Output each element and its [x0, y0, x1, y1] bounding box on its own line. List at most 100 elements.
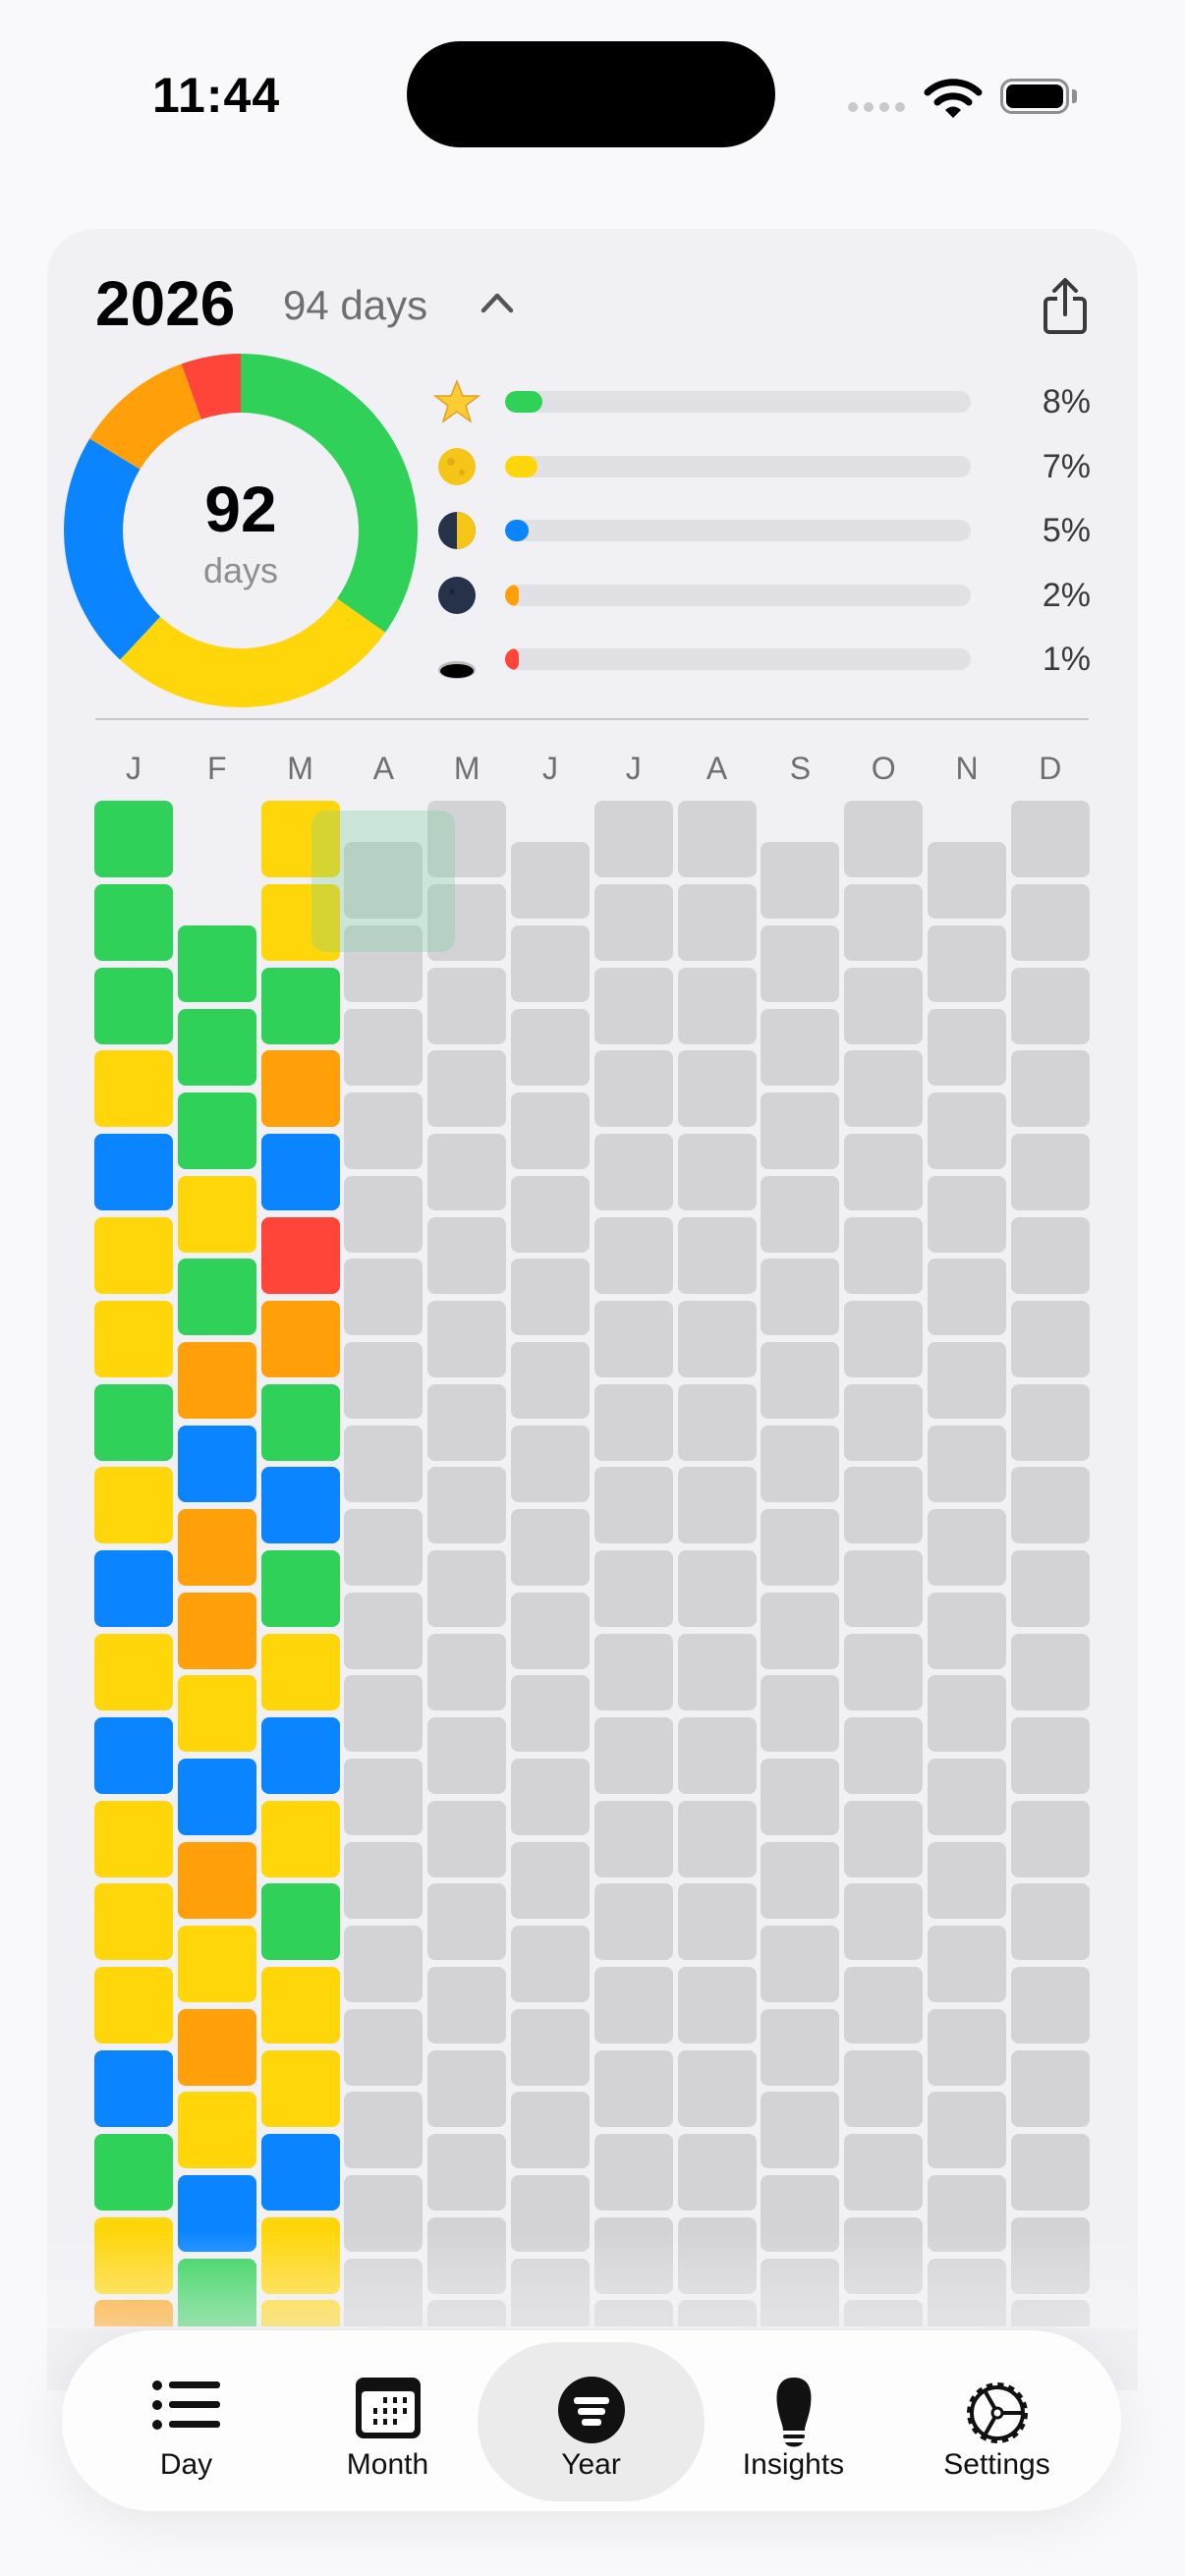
day-cell[interactable] [344, 1426, 423, 1502]
day-cell[interactable] [761, 1092, 840, 1169]
day-cell[interactable] [593, 967, 673, 1044]
day-cell[interactable] [844, 1634, 924, 1710]
day-cell[interactable] [928, 925, 1006, 1003]
day-cell[interactable] [344, 2092, 423, 2169]
day-cell[interactable] [677, 1883, 757, 1961]
day-cell[interactable] [844, 1550, 924, 1628]
day-cell[interactable] [94, 1217, 173, 1294]
day-cell[interactable] [260, 801, 340, 877]
day-cell[interactable] [844, 1883, 924, 1961]
day-cell[interactable] [1010, 2133, 1090, 2211]
day-cell[interactable] [677, 2133, 757, 2211]
day-cell[interactable] [344, 1092, 423, 1169]
day-cell[interactable] [344, 1675, 423, 1753]
day-cell[interactable] [94, 2050, 173, 2127]
day-cell[interactable] [260, 1300, 340, 1377]
day-cell[interactable] [511, 1592, 590, 1669]
day-cell[interactable] [761, 1342, 840, 1420]
day-cell[interactable] [177, 925, 256, 1003]
day-cell[interactable] [928, 842, 1006, 920]
tab-year[interactable]: Year [478, 2342, 705, 2501]
day-cell[interactable] [593, 1967, 673, 2044]
day-cell[interactable] [593, 1800, 673, 1877]
day-cell[interactable] [260, 1716, 340, 1794]
day-cell[interactable] [593, 2133, 673, 2211]
day-cell[interactable] [928, 2008, 1006, 2086]
tab-settings[interactable]: Settings [883, 2342, 1110, 2501]
day-cell[interactable] [177, 1092, 256, 1169]
day-cell[interactable] [177, 1592, 256, 1669]
day-cell[interactable] [677, 1716, 757, 1794]
day-cell[interactable] [427, 1300, 507, 1377]
day-cell[interactable] [260, 967, 340, 1044]
day-cell[interactable] [593, 1383, 673, 1461]
tab-day[interactable]: Day [73, 2342, 300, 2501]
day-cell[interactable] [928, 1508, 1006, 1586]
day-cell[interactable] [344, 1925, 423, 2002]
day-cell[interactable] [844, 1134, 924, 1211]
day-cell[interactable] [677, 967, 757, 1044]
day-cell[interactable] [427, 883, 507, 961]
day-cell[interactable] [593, 1300, 673, 1377]
day-cell[interactable] [177, 1259, 256, 1336]
day-cell[interactable] [511, 2092, 590, 2169]
day-cell[interactable] [1010, 1217, 1090, 1294]
day-cell[interactable] [928, 1759, 1006, 1836]
day-cell[interactable] [1010, 1467, 1090, 1544]
day-cell[interactable] [593, 1467, 673, 1544]
day-cell[interactable] [427, 1383, 507, 1461]
day-cell[interactable] [94, 1550, 173, 1628]
day-cell[interactable] [511, 1092, 590, 1169]
day-cell[interactable] [1010, 1967, 1090, 2044]
day-cell[interactable] [260, 2050, 340, 2127]
day-cell[interactable] [844, 1217, 924, 1294]
day-cell[interactable] [761, 2092, 840, 2169]
day-cell[interactable] [177, 1508, 256, 1586]
day-cell[interactable] [177, 1759, 256, 1836]
tab-month[interactable]: Month [274, 2342, 501, 2501]
day-cell[interactable] [844, 1467, 924, 1544]
day-cell[interactable] [427, 2133, 507, 2211]
day-cell[interactable] [511, 1759, 590, 1836]
day-cell[interactable] [761, 842, 840, 920]
day-cell[interactable] [260, 2133, 340, 2211]
day-cell[interactable] [928, 1342, 1006, 1420]
day-cell[interactable] [177, 1925, 256, 2002]
day-cell[interactable] [593, 1217, 673, 1294]
day-cell[interactable] [94, 883, 173, 961]
day-cell[interactable] [844, 1300, 924, 1377]
day-cell[interactable] [260, 1634, 340, 1710]
day-cell[interactable] [427, 1050, 507, 1128]
day-cell[interactable] [593, 1716, 673, 1794]
day-cell[interactable] [427, 1467, 507, 1544]
day-cell[interactable] [511, 2008, 590, 2086]
day-cell[interactable] [677, 883, 757, 961]
day-cell[interactable] [844, 2050, 924, 2127]
day-cell[interactable] [177, 1675, 256, 1753]
day-cell[interactable] [260, 1050, 340, 1128]
day-cell[interactable] [344, 1592, 423, 1669]
day-cell[interactable] [761, 2008, 840, 2086]
day-cell[interactable] [260, 1550, 340, 1628]
day-cell[interactable] [511, 1342, 590, 1420]
day-cell[interactable] [761, 1675, 840, 1753]
day-cell[interactable] [511, 1508, 590, 1586]
day-cell[interactable] [677, 1967, 757, 2044]
chevron-up-icon[interactable] [478, 287, 517, 316]
day-cell[interactable] [928, 1592, 1006, 1669]
day-cell[interactable] [344, 1759, 423, 1836]
day-cell[interactable] [511, 1842, 590, 1919]
day-cell[interactable] [94, 1383, 173, 1461]
day-cell[interactable] [1010, 801, 1090, 877]
day-cell[interactable] [844, 1716, 924, 1794]
day-cell[interactable] [1010, 1383, 1090, 1461]
day-cell[interactable] [511, 1175, 590, 1253]
day-cell[interactable] [593, 1883, 673, 1961]
day-cell[interactable] [677, 801, 757, 877]
day-cell[interactable] [1010, 883, 1090, 961]
day-cell[interactable] [928, 1426, 1006, 1502]
day-cell[interactable] [593, 2050, 673, 2127]
day-cell[interactable] [511, 1925, 590, 2002]
day-cell[interactable] [94, 1634, 173, 1710]
day-cell[interactable] [677, 1217, 757, 1294]
